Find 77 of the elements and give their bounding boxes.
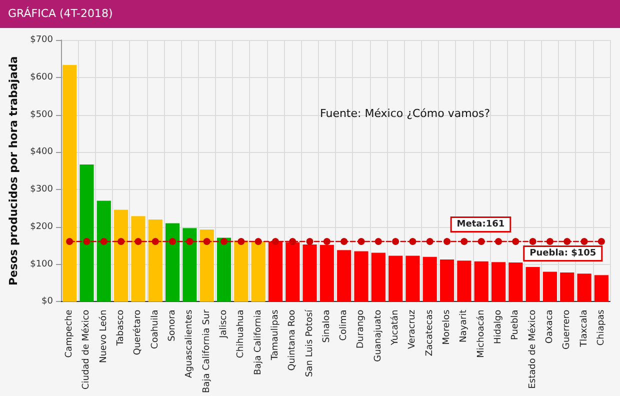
bar: [526, 266, 540, 302]
bar: [96, 200, 111, 302]
bar: [474, 261, 488, 302]
bar: [200, 230, 214, 302]
bar: [337, 250, 352, 302]
x-tick-label: Querétaro: [132, 309, 144, 356]
bar: [131, 216, 146, 302]
bar: [320, 244, 334, 302]
x-tick-label: Baja California Sur: [202, 309, 212, 393]
y-tick-label: $100: [30, 259, 54, 270]
x-tick-label: Zacatecas: [424, 309, 435, 356]
y-tick-label: $700: [30, 35, 54, 45]
y-tick-label: $300: [30, 184, 54, 195]
x-tick-label: Coahuila: [150, 310, 160, 349]
bar: [165, 223, 180, 302]
bar: [594, 275, 608, 302]
x-tick-label: Chihuahua: [236, 310, 246, 358]
x-tick-label: Tlaxcala: [579, 310, 590, 348]
x-tick-label: Ciudad de México: [80, 309, 92, 390]
bar: [406, 256, 420, 302]
annotation: Meta:161: [456, 220, 505, 230]
x-tick-label: Hidalgo: [493, 309, 504, 344]
bar: [542, 272, 557, 302]
x-tick-label: Sinaloa: [322, 310, 332, 343]
y-axis-title: Pesos producidos por hora trabajada: [7, 56, 20, 286]
x-tick-label: Oaxaca: [544, 310, 555, 344]
x-tick-label: Durango: [356, 309, 366, 348]
bar: [182, 228, 197, 302]
x-tick-label: Nayarit: [459, 309, 470, 343]
x-tick-label: Puebla: [510, 310, 521, 340]
x-tick-label: San Luis Potosí: [304, 309, 315, 377]
x-tick-label: Aguascalientes: [184, 309, 195, 378]
x-tick-label: Campeche: [64, 309, 75, 358]
bar: [422, 256, 437, 302]
x-tick-label: Michoacán: [475, 310, 486, 358]
x-tick-label: Jalisco: [218, 309, 229, 340]
x-tick-label: Estado de México: [526, 309, 538, 389]
bar: [286, 242, 300, 302]
bar: [491, 262, 506, 302]
bar: [62, 65, 77, 302]
x-tick-label: Nuevo León: [98, 310, 109, 363]
bar: [388, 256, 403, 302]
x-tick-label: Guanajuato: [373, 309, 384, 362]
annotation: Fuente: México ¿Cómo vamos?: [320, 107, 490, 120]
bar: [148, 219, 162, 302]
bar: [577, 274, 592, 302]
y-tick-label: $200: [30, 222, 54, 232]
x-tick-label: Guerrero: [562, 309, 572, 350]
y-tick-label: $600: [30, 72, 54, 82]
x-tick-label: Chiapas: [596, 309, 606, 346]
x-tick-label: Colima: [339, 310, 350, 341]
x-tick-label: Morelos: [442, 309, 452, 345]
bar: [371, 252, 386, 302]
bar: [234, 240, 248, 302]
bar: [114, 210, 128, 302]
y-tick-label: $500: [30, 110, 54, 120]
y-tick-label: $400: [30, 147, 54, 158]
bar: [354, 251, 368, 302]
x-tick-label: Sonora: [168, 310, 178, 342]
bar: [508, 262, 523, 302]
bar: [251, 242, 266, 302]
chart-title: GRÁFICA (4T-2018): [0, 0, 620, 28]
bar: [440, 259, 454, 302]
bar: [302, 244, 317, 302]
bar: [457, 260, 472, 302]
bar: [560, 272, 574, 302]
x-tick-label: Baja California: [253, 310, 264, 376]
x-tick-label: Tamaulipas: [270, 309, 280, 362]
x-tick-label: Quintana Roo: [288, 309, 298, 371]
bar: [80, 164, 94, 302]
x-tick-label: Yucatán: [390, 310, 401, 346]
y-tick-label: $0: [42, 296, 54, 307]
bar: [216, 238, 232, 302]
bar: [268, 242, 282, 302]
annotation: Puebla: $105: [530, 248, 596, 258]
x-tick-label: Veracruz: [408, 309, 418, 350]
x-tick-label: Tabasco: [116, 309, 126, 347]
